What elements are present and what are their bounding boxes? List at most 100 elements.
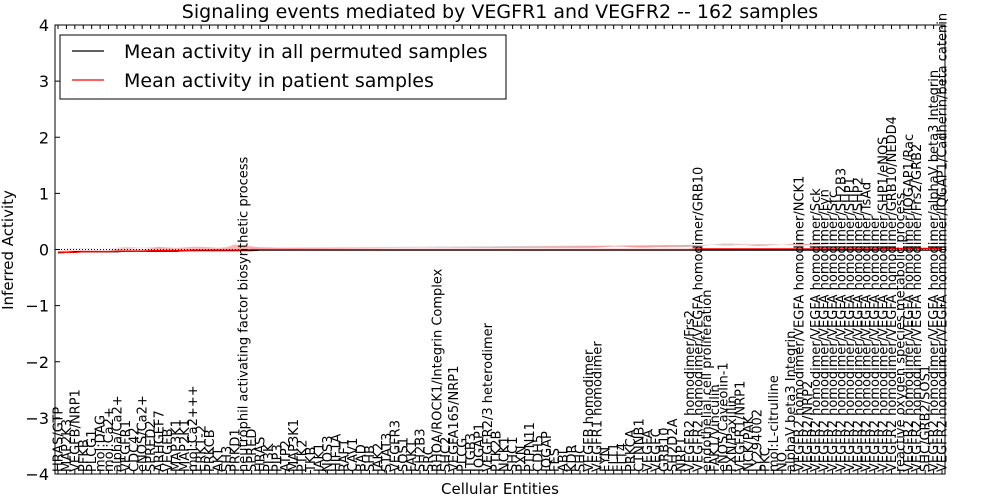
x-tick-label: PI3K [262, 443, 277, 472]
x-tick-label: mol:Ca2+++ [186, 385, 201, 472]
patient-band [58, 242, 934, 252]
x-tick-label: STAT3 [380, 433, 395, 472]
y-tick-label: −1 [25, 297, 49, 316]
x-tick-label: ABL [557, 446, 572, 472]
x-tick-label: VEGFR2 homodimer/VEGFA homodimer/SHP1/eN… [877, 137, 892, 472]
y-axis-title: Inferred Activity [0, 190, 17, 310]
x-tick-label: SHC/GRB2/SOS1 [919, 365, 934, 472]
x-tick-label: NCK1 [498, 436, 513, 472]
x-tick-label: LY294002 [750, 409, 765, 472]
x-tick-label: SPRED2 [144, 420, 159, 472]
x-tick-label: SPRED [245, 429, 260, 472]
chart-title: Signaling events mediated by VEGFR1 and … [182, 1, 818, 23]
x-tick-label: SHB [363, 445, 378, 472]
x-tick-label: PRKCB [203, 429, 218, 472]
x-tick-label: AKT [212, 448, 227, 472]
x-tick-label: PTK2 [296, 439, 311, 472]
x-tick-label: SHC2 [439, 437, 454, 472]
x-tick-label: MAP3K1 [287, 419, 302, 472]
y-tick-label: 1 [39, 184, 49, 203]
x-tick-label: SHC [574, 445, 589, 472]
x-tick-label: PRKCA [624, 429, 639, 472]
x-tick-label: VEGFR2 homodimer/VEGFA homodimer/Src [826, 191, 841, 472]
x-tick-label: VEGFB [161, 428, 176, 472]
y-tick-label: −4 [25, 465, 49, 484]
x-tick-label: HRAS [254, 437, 269, 472]
x-tick-label: VEGFR2 homodimer/VEGFA homodimer/SHP1 [843, 177, 858, 472]
x-tick-label: SOS1 [397, 437, 412, 472]
x-tick-label: VEGFR2 homodimer/VEGFA homodimer/IQGAP1/… [902, 134, 917, 472]
x-tick-label: FLT4 [616, 443, 631, 472]
x-tick-label: KDR [565, 444, 580, 472]
y-tick-label: −2 [25, 353, 49, 372]
x-tick-label: NRP1 [675, 437, 690, 472]
x-tick-label: VEGFR2 homodimer/VEGFA homodimer/Fyn [818, 189, 833, 472]
x-tick-label: VEGFR2/3 heterodimer [481, 322, 496, 472]
x-tick-label: SH2D2A [666, 418, 681, 472]
y-tick-label: 4 [39, 16, 49, 35]
x-tick-label: PTPN11 [523, 422, 538, 472]
x-tick-label: PLCG [456, 438, 471, 472]
x-tick-label: VEGFR2 homodimer/VEGFA homodimer/alphaV … [927, 70, 942, 472]
x-tick-label: VEGFR1 [119, 420, 134, 472]
x-tick-label: PTK2B [489, 431, 504, 473]
series-line-patient [57, 247, 942, 254]
x-tick-label: eNOS/Ca2+ [136, 395, 151, 472]
x-tick-label: VEGFR2/NRP2 [801, 381, 816, 472]
x-tick-label: VEGFB/NRP1 [68, 389, 83, 472]
x-tick-label: PXN [515, 446, 530, 472]
x-tick-label: FAK1 [405, 440, 420, 472]
y-tick-label: 0 [39, 241, 49, 260]
x-tick-label: VEGFR2 homodimer/VEGFA homodimer/IQGAP1/… [936, 13, 951, 472]
x-tick-label: SH3 [220, 446, 235, 472]
x-tick-label: VEGFR2 homodimer/VEGFA homodimer/Sck [809, 188, 824, 472]
x-tick-label: JAK2 [371, 443, 386, 473]
legend-label-patient: Mean activity in patient samples [124, 70, 434, 92]
x-tick-label: PIP3 [270, 444, 285, 472]
y-tick-label: 3 [39, 72, 49, 91]
x-tick-label: VEGFA165/NRP1 [447, 366, 462, 472]
x-tick-label: MAP2K3 [60, 419, 75, 472]
x-tick-label: mol:L-citrulline [767, 375, 782, 472]
x-tick-label: VEGFC [649, 428, 664, 472]
plot-frame [54, 24, 946, 475]
x-tick-label: VEGFR1/NRP1 [733, 381, 748, 472]
x-tick-label: PKC [759, 447, 774, 472]
x-tick-label: FAK1/Vinculin [708, 384, 723, 472]
x-tick-label: NOS3 [321, 436, 336, 472]
x-tick-label: mol:Ca2+ [102, 407, 117, 472]
x-tick-label: ITGB3 [464, 433, 479, 472]
x-tick-label: SH2B3 [414, 429, 429, 473]
y-tick-label: −3 [25, 409, 49, 428]
x-tick-label: IQGAP1 [473, 423, 488, 472]
x-tick-label: reactive oxygen species metabolic proces… [893, 192, 908, 472]
legend-box [59, 34, 507, 100]
x-tick-label: ARHGEF7 [153, 410, 168, 472]
x-tick-label: VEGFR2 homodimer/VEGFA homodimer/Frs2/GR… [910, 144, 925, 472]
x-tick-label: VEGFR2 homodimer/VEGFA homodimer/GRB10/N… [885, 116, 900, 472]
x-tick-label: TKB [304, 447, 319, 473]
x-tick-label: JAK1 [313, 443, 328, 473]
x-tick-label: VEGFR3 [388, 420, 403, 472]
x-tick-label: VEGFR2 homodimer/VEGFA homodimer/SH2B3 [835, 168, 850, 472]
x-tick-label: PXN/Paxillin [725, 396, 740, 472]
x-tick-label: alphaV beta3 Integrin [784, 331, 799, 472]
x-tick-label: CTNNB1 [632, 418, 647, 472]
x-tick-label: FES [548, 448, 563, 472]
x-tick-label: NCK/PAK [742, 415, 757, 472]
x-tick-label: endothelial cell proliferation [700, 290, 715, 473]
x-tick-label: NO [776, 452, 791, 472]
x-tick-label: HIF1A [329, 434, 344, 472]
x-tick-label: eNOS/Caveolin-1 [717, 362, 732, 472]
x-tick-label: SRC [422, 446, 437, 472]
x-tick-label: GRB10 [658, 427, 673, 472]
x-tick-label: VEGFR2 homodimer/VEGFA homodimer/GRB10 [691, 167, 706, 472]
x-tick-label: PRKD1 [228, 428, 243, 472]
x-tick-label: IQGAP [540, 431, 555, 472]
x-tick-label: VEGFR2 homodimer/Frs2 [683, 310, 698, 472]
legend: Mean activity in all permuted samples Me… [59, 34, 507, 100]
x-tick-label: VEGFB homodimer [582, 349, 597, 472]
x-tick-label: alpha/Ca2+ [110, 395, 125, 472]
x-tick-label: CDH5 [531, 435, 546, 472]
x-tick-label: neutrophil activating factor biosyntheti… [237, 157, 252, 472]
